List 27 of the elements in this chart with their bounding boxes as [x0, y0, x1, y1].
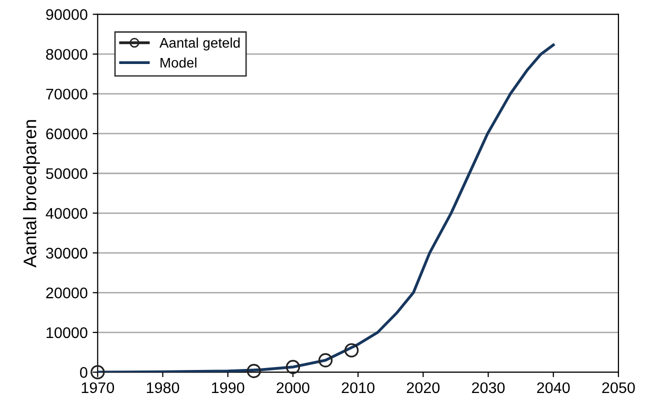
y-tick-label: 30000	[46, 248, 88, 259]
y-tick-label: 40000	[46, 208, 88, 219]
y-tick-label: 20000	[46, 288, 88, 298]
y-tick-label: 60000	[46, 128, 88, 140]
x-tick-label: 2050	[602, 382, 635, 394]
x-tick-label: 2010	[342, 382, 374, 394]
y-tick-label: 90000	[46, 9, 88, 20]
legend-label: Model	[160, 57, 196, 68]
point	[246, 364, 261, 378]
point	[286, 360, 300, 374]
y-tick-label: 10000	[46, 327, 88, 338]
x-tick-label: 1990	[212, 382, 244, 394]
x-tick-label: 2030	[472, 382, 505, 394]
point	[344, 343, 359, 358]
x-tick-label: 2020	[406, 382, 440, 394]
point	[318, 353, 333, 368]
x-tick-label: 2000	[276, 382, 310, 394]
y-tick-label: 70000	[46, 88, 88, 100]
y-tick-label: 0	[80, 367, 88, 378]
x-tick-label: 1980	[146, 382, 180, 394]
y-tick-label: 50000	[46, 168, 88, 180]
legend-label: Aantal geteld	[159, 38, 240, 50]
point	[90, 365, 105, 380]
x-tick-label: 1970	[82, 382, 114, 394]
x-tick-label: 2040	[537, 382, 570, 394]
y-tick-label: 80000	[46, 48, 88, 60]
y-axis-title: Aantal broedparen	[23, 120, 40, 268]
